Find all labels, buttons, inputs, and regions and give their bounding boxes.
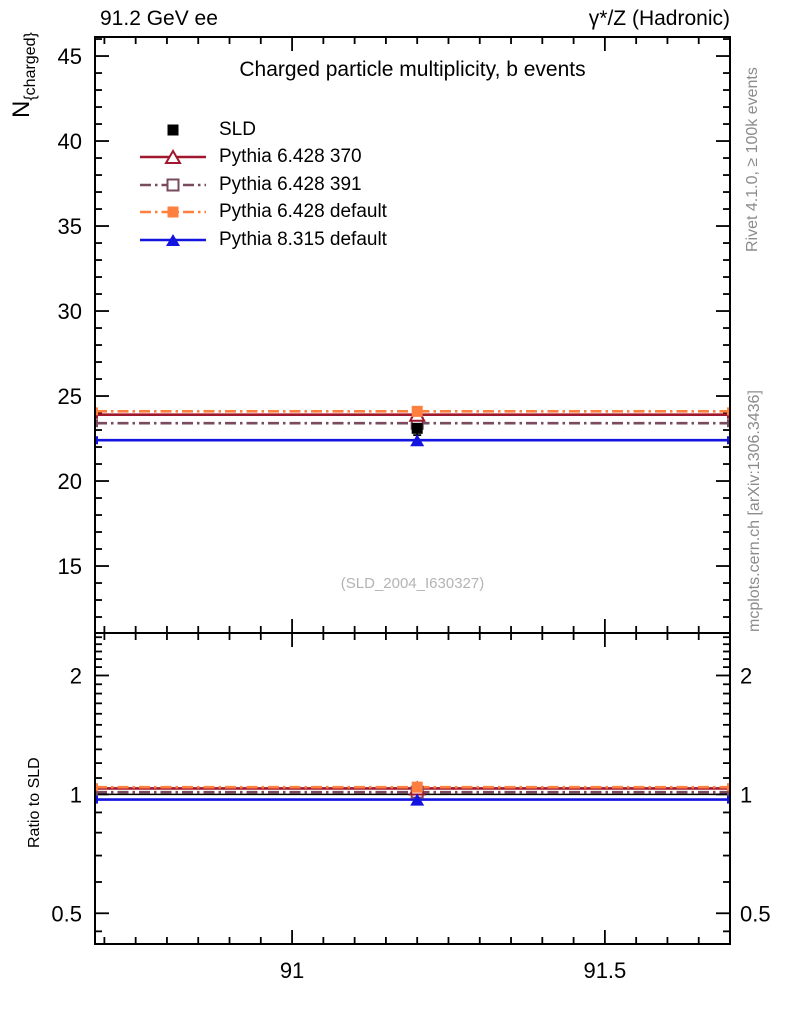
legend: SLD Pythia 6.428 370 Pythia 6.428 391 Pythi…	[138, 116, 387, 254]
ratio-y-tick-label-left: 1	[70, 782, 82, 807]
legend-glyph	[166, 178, 180, 192]
y-axis-title-sub: {charged}	[21, 32, 39, 101]
main-y-tick-label: 25	[58, 384, 82, 409]
marker-main-pythia-8-315-default	[410, 434, 425, 447]
marker-ratio-pythia-8-315-default	[410, 793, 425, 806]
ratio-axis-title: Ratio to SLD	[26, 757, 43, 848]
marker-main-sld	[411, 422, 423, 434]
ratio-y-tick-label-right: 2	[740, 663, 752, 688]
marker-main-pythia-6-428-default	[411, 405, 423, 417]
legend-glyph	[166, 233, 180, 246]
rivet-version-note: Rivet 4.1.0, ≥ 100k events	[744, 67, 761, 252]
legend-item-pythia-6-428-370: Pythia 6.428 370	[138, 144, 387, 172]
legend-marker-pythia-6-428-370	[140, 149, 206, 165]
legend-glyph	[167, 206, 179, 218]
analysis-id-watermark: (SLD_2004_I630327)	[340, 575, 485, 592]
ratio-y-tick-label-left: 0.5	[51, 901, 82, 926]
y-axis-title: N{charged}	[8, 32, 40, 118]
y-axis-title-base: N	[8, 100, 35, 118]
panel-frames	[94, 36, 731, 945]
series-pythia-6-428-370	[96, 410, 729, 793]
plot-title: Charged particle multiplicity, b events	[239, 58, 586, 81]
main-y-tick-label: 20	[58, 469, 82, 494]
series-pythia-8-315-default	[96, 436, 729, 804]
legend-glyph	[167, 124, 179, 136]
beam-energy-label: 91.2 GeV ee	[100, 7, 218, 30]
main-y-tick-label: 15	[58, 554, 82, 579]
legend-marker-pythia-8-315-default	[140, 233, 206, 246]
legend-item-sld: SLD	[138, 116, 387, 144]
main-y-ticks	[95, 38, 730, 618]
x-ticks	[103, 37, 731, 944]
legend-label: SLD	[219, 118, 256, 140]
legend-item-pythia-8-315-default: Pythia 8.315 default	[138, 226, 387, 254]
legend-item-pythia-6-428-391: Pythia 6.428 391	[138, 171, 387, 199]
legend-label: Pythia 6.428 default	[219, 201, 387, 223]
legend-glyph	[164, 149, 182, 165]
legend-label: Pythia 8.315 default	[219, 228, 387, 250]
ratio-y-tick-label-left: 2	[70, 663, 82, 688]
mcplots-arxiv-note: mcplots.cern.ch [arXiv:1306.3436]	[746, 390, 763, 632]
marker-ratio-pythia-6-428-default	[411, 781, 423, 793]
legend-item-pythia-6-428-default: Pythia 6.428 default	[138, 199, 387, 227]
main-y-tick-label: 40	[58, 129, 82, 154]
series-pythia-6-428-391	[96, 419, 729, 797]
ratio-panel-frame	[94, 632, 731, 945]
x-tick-label: 91	[280, 958, 304, 983]
legend-marker-pythia-6-428-391	[140, 178, 206, 192]
ratio-y-ticks	[95, 636, 730, 933]
ratio-y-tick-label-right: 1	[740, 782, 752, 807]
legend-marker-pythia-6-428-default	[140, 206, 206, 218]
x-tick-label: 91.5	[583, 958, 626, 983]
legend-marker-sld	[167, 124, 179, 136]
legend-label: Pythia 6.428 391	[219, 173, 362, 195]
main-y-tick-label: 35	[58, 214, 82, 239]
legend-label: Pythia 6.428 370	[219, 146, 362, 168]
process-label: γ*/Z (Hadronic)	[588, 7, 730, 30]
main-y-tick-label: 45	[58, 44, 82, 69]
axis-labels: 15 20 25 30 35 40 45 0.5 0.5 1 1 2 2 91 91.5	[51, 44, 770, 983]
ratio-y-tick-label-right: 0.5	[740, 901, 771, 926]
main-y-tick-label: 30	[58, 299, 82, 324]
series-pythia-6-428-default	[96, 407, 729, 792]
